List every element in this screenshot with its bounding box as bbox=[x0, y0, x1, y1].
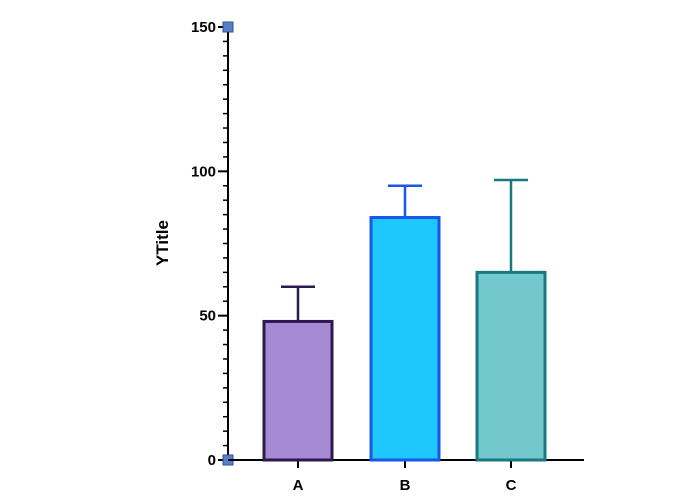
x-tick-label-C: C bbox=[506, 477, 517, 494]
x-tick-label-A: A bbox=[293, 477, 304, 494]
x-axis: A B C bbox=[228, 459, 584, 494]
y-tick-label: 50 bbox=[199, 308, 216, 325]
bar-B bbox=[369, 216, 441, 462]
bar-C bbox=[475, 270, 547, 462]
y-tick-label: 150 bbox=[191, 19, 216, 36]
x-tick-label-B: B bbox=[400, 477, 411, 494]
y-axis: 0 50 100 150 bbox=[191, 19, 234, 469]
bars bbox=[262, 178, 547, 462]
axis-end-marker bbox=[222, 21, 234, 33]
y-axis-title: YTitle bbox=[153, 220, 172, 266]
y-tick-label: 0 bbox=[208, 452, 216, 469]
y-tick-label: 100 bbox=[191, 163, 216, 180]
bar-A bbox=[262, 319, 334, 462]
